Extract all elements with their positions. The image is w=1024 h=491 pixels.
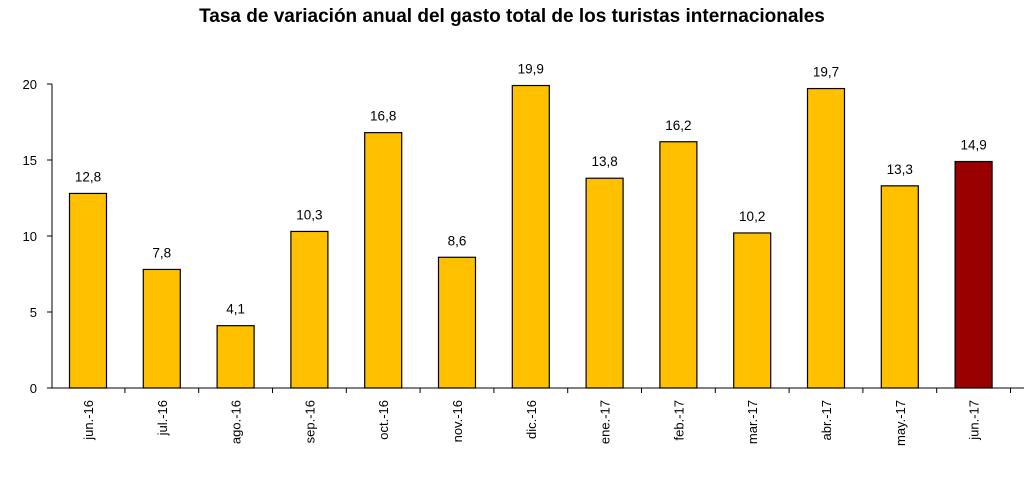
bar-ago.-16 (216, 325, 255, 389)
y-tick-label: 20 (23, 77, 37, 92)
bar-abr.-17 (806, 87, 846, 389)
bar-ene.-17 (585, 177, 624, 389)
bar-mar.-17 (733, 232, 772, 389)
x-tick-label: ene.-17 (598, 400, 613, 444)
bar-jul.-16 (142, 268, 181, 389)
x-tick-label: jul.-16 (155, 400, 170, 436)
y-tick-label: 15 (23, 153, 37, 168)
data-label: 13,3 (887, 162, 913, 177)
y-tick-label: 10 (23, 229, 37, 244)
data-label: 4,1 (226, 302, 245, 317)
x-tick-label: jun.-17 (967, 400, 982, 441)
y-tick-label: 5 (30, 305, 37, 320)
x-tick-label: sep.-16 (302, 400, 317, 443)
bar-feb.-17 (659, 141, 698, 389)
x-tick-label: oct.-16 (376, 400, 391, 440)
chart-data-labels: 12,8 7,8 4,1 10,3 16,8 8,6 19,9 13,8 16,2 10,2 19,… (75, 62, 987, 317)
x-tick-label: dic.-16 (524, 400, 539, 439)
x-tick-label: ago.-16 (229, 400, 244, 444)
data-label: 19,7 (813, 65, 839, 80)
bar-sep.-16 (290, 230, 329, 389)
data-label: 19,9 (518, 62, 544, 77)
chart-title: Tasa de variación anual del gasto total … (199, 6, 825, 27)
data-label: 10,2 (739, 209, 765, 224)
bar-jun.-17 (954, 160, 993, 389)
data-label: 7,8 (152, 245, 171, 260)
data-label: 10,3 (296, 207, 322, 222)
x-tick-label: feb.-17 (671, 400, 686, 440)
chart-bars (68, 84, 993, 389)
data-label: 12,8 (75, 169, 101, 184)
bar-may.-17 (880, 185, 919, 389)
data-label: 13,8 (591, 154, 617, 169)
x-tick-label: abr.-17 (819, 400, 834, 440)
bar-dic.-16 (511, 84, 550, 389)
bar-jun.-16 (68, 192, 108, 389)
data-label: 8,6 (448, 233, 467, 248)
x-tick-label: jun.-16 (81, 400, 96, 441)
bar-nov.-16 (437, 256, 477, 389)
data-label: 16,2 (665, 118, 691, 133)
data-label: 14,9 (960, 138, 986, 153)
bar-oct.-16 (364, 132, 403, 389)
x-tick-label: nov.-16 (450, 400, 465, 442)
data-label: 16,8 (370, 109, 396, 124)
chart-x-ticks: jun.-16 jul.-16 ago.-16 sep.-16 oct.-16 nov.-… (81, 400, 982, 446)
x-tick-label: may.-17 (893, 400, 908, 446)
x-tick-label: mar.-17 (745, 400, 760, 444)
chart-y-ticks: 0 5 10 15 20 (23, 77, 52, 396)
y-tick-label: 0 (30, 381, 37, 396)
